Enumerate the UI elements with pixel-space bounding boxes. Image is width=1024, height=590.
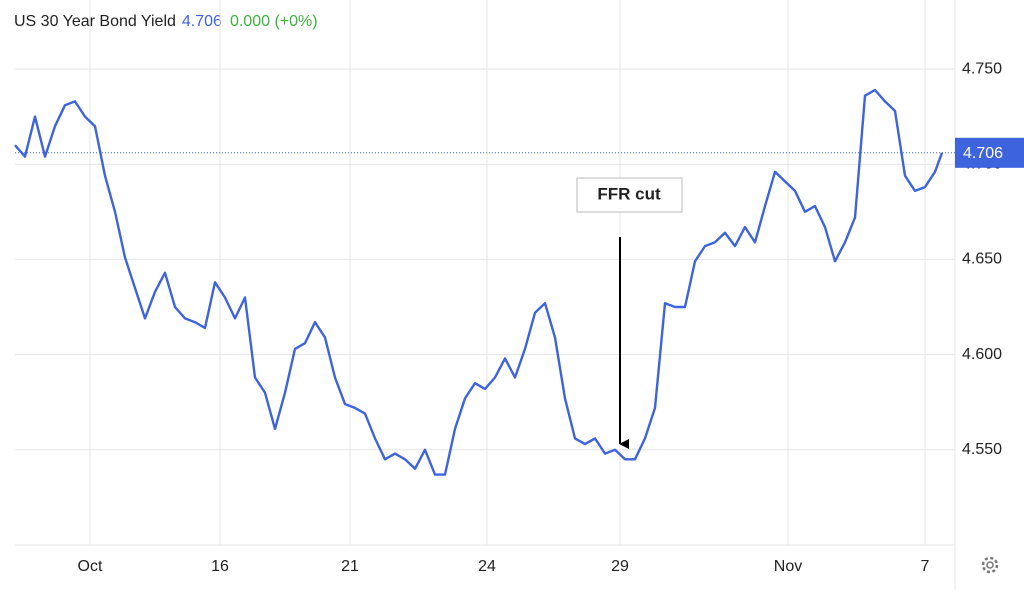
overlay: 4.706 (15, 137, 1024, 168)
change: 0.000 (+0%) (230, 13, 318, 30)
x-tick-label: 16 (211, 558, 229, 575)
x-tick-label: Oct (78, 558, 103, 575)
x-tick-label: 24 (478, 558, 496, 575)
series-line (14, 88, 944, 476)
annotation-box (576, 177, 683, 213)
header: US 30 Year Bond Yield 4.706 0.000 (+0%) (14, 13, 318, 30)
plot (14, 88, 944, 476)
x-tick-label: Nov (774, 558, 802, 575)
x-tick-label: 21 (341, 558, 359, 575)
x-tick-label: 7 (921, 558, 930, 575)
y-tick-label: 4.550 (962, 441, 1002, 458)
last-value-badge (955, 137, 1024, 168)
y-tick-label: 4.600 (962, 346, 1002, 363)
annotation: FFR cut (597, 184, 661, 203)
settings-icon[interactable] (981, 556, 999, 574)
last-value: 4.706 (182, 13, 222, 30)
last-value-label: 4.706 (963, 145, 1003, 162)
y-tick-label: 4.650 (962, 251, 1002, 268)
title: US 30 Year Bond Yield (14, 13, 176, 30)
x-tick-label: 29 (611, 558, 629, 575)
y-tick-label: 4.750 (962, 60, 1002, 77)
